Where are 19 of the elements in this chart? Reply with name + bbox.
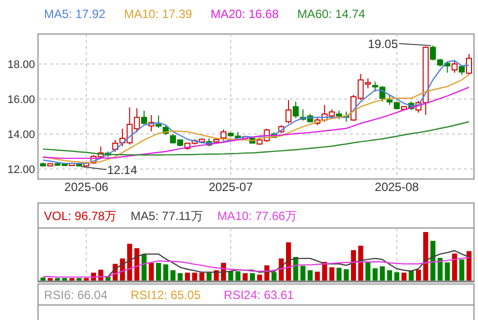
- annotation: 19.05: [368, 36, 398, 51]
- y-tick-label: 16.00: [7, 94, 35, 106]
- text: MA10: 77.66万: [217, 209, 298, 223]
- text: RSI24: 63.61: [224, 288, 294, 302]
- annotation: 12.14: [107, 162, 138, 177]
- text: MA20: 16.68: [210, 7, 279, 21]
- text: RSI12: 65.05: [130, 288, 201, 302]
- text: MA5: 17.92: [44, 7, 106, 21]
- x-tick-label: 2025-08: [374, 180, 420, 194]
- text: MA60: 14.74: [297, 7, 366, 21]
- text: MA10: 17.39: [124, 7, 192, 21]
- x-tick-label: 2025-06: [64, 180, 109, 194]
- y-tick-label: 12.00: [7, 164, 35, 176]
- text: RSI6: 66.04: [44, 288, 108, 302]
- series-label: VOL: 96.78万: [44, 209, 117, 223]
- y-tick-label: 18.00: [7, 58, 35, 71]
- text: MA5: 77.11万: [130, 209, 204, 223]
- y-tick-label: 14.00: [7, 128, 35, 141]
- x-tick-label: 2025-07: [208, 180, 254, 194]
